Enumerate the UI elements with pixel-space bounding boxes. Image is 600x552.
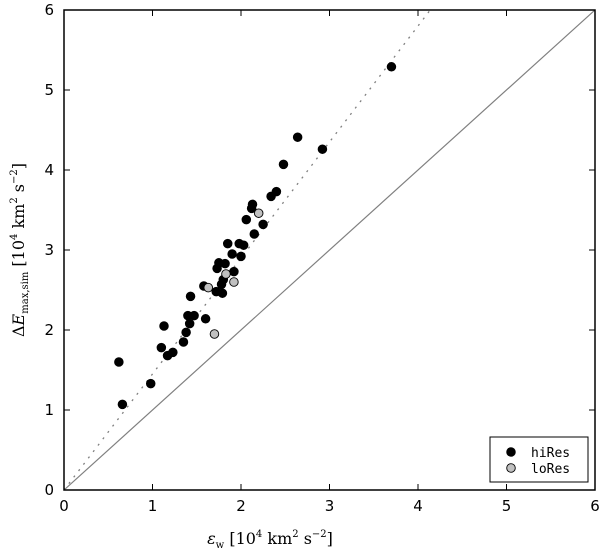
point-hires [249, 229, 260, 239]
point-lores [253, 208, 264, 218]
x-tick-label: 2 [236, 497, 246, 515]
y-tick-label: 1 [44, 401, 54, 419]
legend-marker-lores [506, 463, 516, 473]
point-hires [278, 159, 289, 170]
point-hires [222, 238, 233, 249]
point-hires [145, 378, 156, 389]
dotted-fit-line [64, 10, 432, 490]
point-hires [185, 291, 196, 302]
point-hires [271, 186, 282, 197]
x-axis-label: εw [104 km2 s−2] [207, 529, 333, 551]
point-hires [241, 214, 252, 225]
point-hires [247, 199, 258, 210]
x-tick-label: 0 [59, 497, 69, 515]
point-hires [114, 357, 124, 367]
legend-label-hires: hiRes [531, 446, 570, 461]
point-hires [229, 266, 239, 277]
y-tick-label: 6 [44, 1, 54, 19]
y-tick-label: 0 [44, 481, 54, 499]
point-lores [209, 329, 220, 339]
y-tick-label: 5 [44, 81, 54, 99]
point-hires [189, 310, 199, 321]
x-axis-label-symbol: ε [207, 529, 216, 548]
point-hires [159, 321, 169, 331]
legend-box [489, 436, 589, 483]
legend-label-lores: loRes [531, 462, 570, 477]
x-axis: 0 1 2 3 4 5 6 [59, 10, 600, 515]
y-tick-label: 4 [44, 161, 54, 179]
point-hires [258, 219, 268, 230]
point-hires [217, 288, 228, 298]
x-tick-label: 1 [148, 497, 158, 515]
point-lores [203, 282, 214, 293]
point-hires [178, 337, 189, 347]
y-axis-label: ΔEmax,sim [104 km2 s−2] [9, 163, 31, 337]
y-axis: 0 1 2 3 4 5 6 [44, 1, 595, 499]
point-hires [200, 314, 211, 324]
point-hires [220, 258, 230, 269]
x-tick-label: 3 [325, 497, 335, 515]
reference-lines [64, 10, 595, 490]
x-tick-label: 6 [590, 497, 600, 515]
one-to-one-line [64, 10, 595, 490]
point-hires [386, 62, 397, 72]
point-hires [227, 249, 237, 259]
point-hires [238, 240, 249, 250]
point-hires [184, 318, 195, 329]
x-tick-label: 5 [502, 497, 512, 515]
point-lores [229, 277, 239, 287]
point-hires [181, 327, 191, 338]
point-hires [317, 144, 328, 154]
y-tick-label: 3 [44, 241, 54, 259]
point-hires [236, 251, 246, 262]
point-hires [292, 132, 303, 142]
legend-marker-hires [506, 447, 516, 457]
y-tick-label: 2 [44, 321, 54, 339]
x-tick-label: 4 [413, 497, 423, 515]
point-hires [117, 399, 128, 410]
point-hires [156, 342, 167, 353]
point-hires [168, 347, 178, 358]
data-points [114, 62, 397, 410]
point-lores [221, 269, 231, 279]
